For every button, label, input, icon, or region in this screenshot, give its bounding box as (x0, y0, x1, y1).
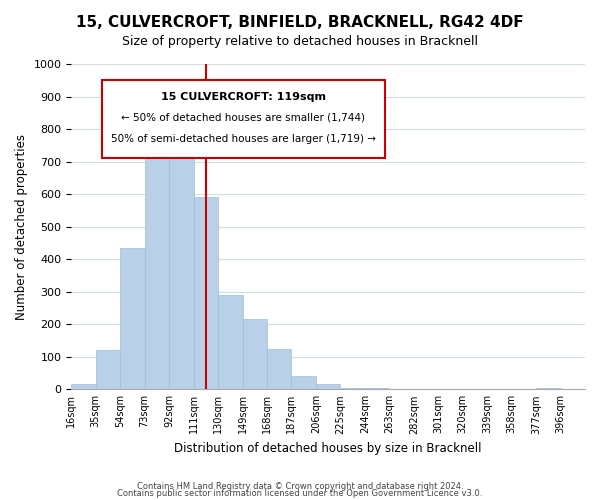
Bar (71, 384, 96, 390)
Bar (218, 295, 242, 390)
Y-axis label: Number of detached properties: Number of detached properties (15, 134, 28, 320)
Bar (169, 126, 194, 390)
Bar (96, 350, 120, 390)
X-axis label: Distribution of detached houses by size in Bracknell: Distribution of detached houses by size … (175, 442, 482, 455)
FancyBboxPatch shape (102, 80, 385, 158)
Bar (365, 388, 389, 390)
Text: Contains public sector information licensed under the Open Government Licence v3: Contains public sector information licen… (118, 489, 482, 498)
Text: Size of property relative to detached houses in Bracknell: Size of property relative to detached ho… (122, 35, 478, 48)
Bar (242, 320, 267, 390)
Text: 15 CULVERCROFT: 119sqm: 15 CULVERCROFT: 119sqm (161, 92, 326, 102)
Bar (194, 198, 218, 390)
Bar (340, 388, 365, 390)
Text: 50% of semi-detached houses are larger (1,719) →: 50% of semi-detached houses are larger (… (111, 134, 376, 144)
Bar (267, 348, 292, 390)
Bar (120, 248, 145, 390)
Bar (536, 388, 560, 390)
Text: 15, CULVERCROFT, BINFIELD, BRACKNELL, RG42 4DF: 15, CULVERCROFT, BINFIELD, BRACKNELL, RG… (76, 15, 524, 30)
Text: ← 50% of detached houses are smaller (1,744): ← 50% of detached houses are smaller (1,… (121, 113, 365, 123)
Text: Contains HM Land Registry data © Crown copyright and database right 2024.: Contains HM Land Registry data © Crown c… (137, 482, 463, 491)
Bar (292, 376, 316, 390)
Bar (316, 384, 340, 390)
Bar (145, 130, 169, 390)
